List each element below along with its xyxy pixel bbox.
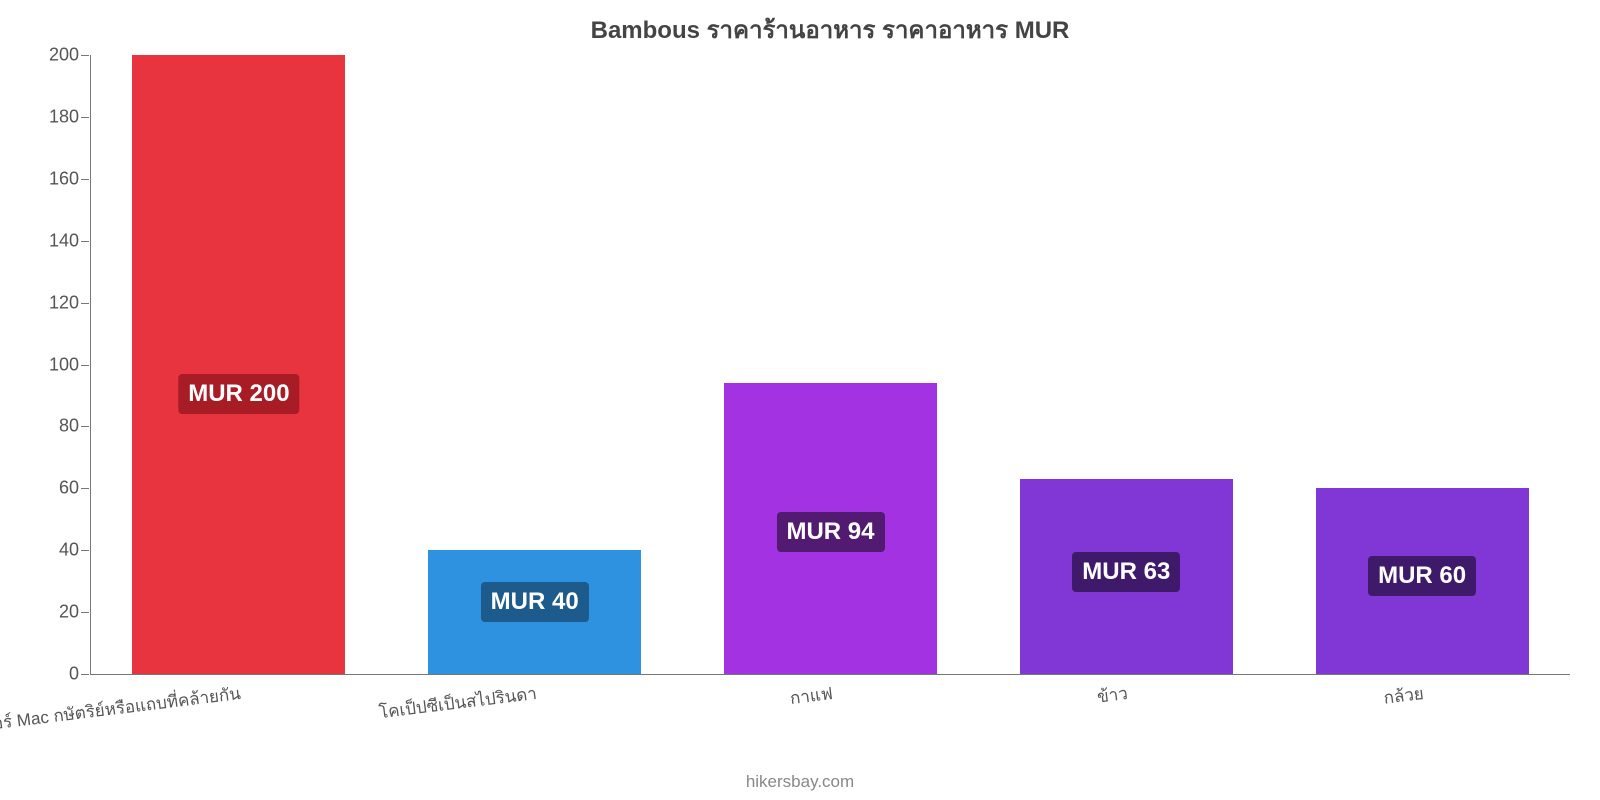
y-axis-label: 200 — [31, 45, 79, 66]
x-axis-label: กาแฟ — [788, 680, 834, 712]
y-axis-tick — [81, 550, 89, 551]
y-axis-tick — [81, 303, 89, 304]
y-axis-tick — [81, 179, 89, 180]
chart-plot-area: 020406080100120140160180200MUR 200เบอร์เ… — [90, 55, 1570, 675]
y-axis-tick — [81, 117, 89, 118]
y-axis-label: 100 — [31, 354, 79, 375]
bar — [132, 55, 345, 674]
y-axis-label: 40 — [31, 540, 79, 561]
bar-value-label: MUR 94 — [776, 512, 884, 552]
x-axis-label: กล้วย — [1382, 680, 1425, 712]
chart-credit: hikersbay.com — [746, 772, 854, 792]
y-axis-tick — [81, 488, 89, 489]
y-axis-label: 180 — [31, 106, 79, 127]
y-axis-tick — [81, 55, 89, 56]
chart-title: Bambous ราคาร้านอาหาร ราคาอาหาร MUR — [90, 10, 1570, 49]
y-axis-label: 20 — [31, 602, 79, 623]
x-axis-label: ข้าว — [1096, 680, 1130, 711]
y-axis-label: 120 — [31, 292, 79, 313]
y-axis-tick — [81, 674, 89, 675]
bar-value-label: MUR 63 — [1072, 552, 1180, 592]
y-axis-label: 160 — [31, 168, 79, 189]
y-axis-label: 60 — [31, 478, 79, 499]
y-axis-tick — [81, 426, 89, 427]
bar-value-label: MUR 40 — [481, 582, 589, 622]
y-axis-label: 0 — [31, 664, 79, 685]
x-axis-label: เบอร์เกอร์ Mac กษัตริย์หรือแถบที่คล้ายกั… — [0, 680, 242, 744]
x-axis-label: โคเป็ปซีเป็นสไปรินดา — [377, 680, 538, 726]
y-axis-label: 140 — [31, 230, 79, 251]
y-axis-tick — [81, 612, 89, 613]
chart-container: Bambous ราคาร้านอาหาร ราคาอาหาร MUR 0204… — [0, 0, 1600, 800]
y-axis-tick — [81, 241, 89, 242]
bar-value-label: MUR 60 — [1368, 556, 1476, 596]
y-axis-label: 80 — [31, 416, 79, 437]
y-axis-tick — [81, 365, 89, 366]
bar-value-label: MUR 200 — [178, 374, 299, 414]
